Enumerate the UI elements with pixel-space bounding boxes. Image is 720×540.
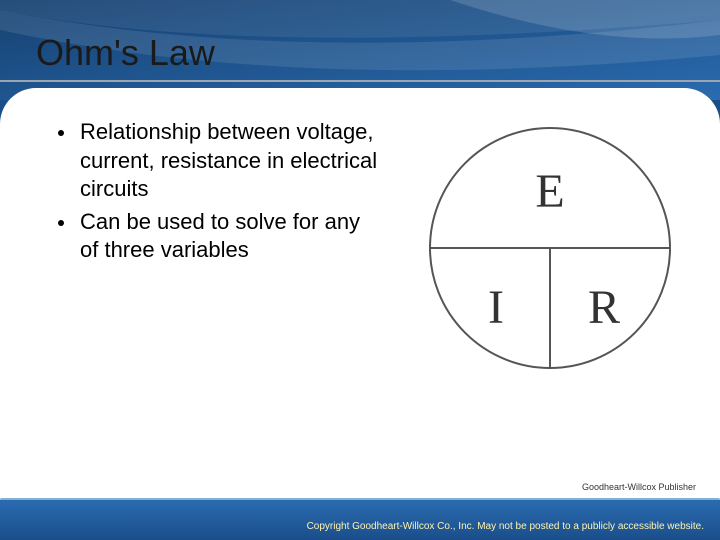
diagram-label-i: I bbox=[488, 281, 504, 334]
bullet-item: Can be used to solve for any of three va… bbox=[58, 208, 378, 265]
bullet-item: Relationship between voltage, current, r… bbox=[58, 118, 378, 204]
copyright-text: Copyright Goodheart-Willcox Co., Inc. Ma… bbox=[307, 521, 704, 532]
slide-title: Ohm's Law bbox=[36, 32, 215, 74]
bullet-dot-icon bbox=[58, 130, 64, 136]
ohms-law-diagram: E I R bbox=[420, 118, 680, 378]
diagram-label-e: E bbox=[535, 165, 564, 218]
slide: Ohm's Law Relationship between voltage, … bbox=[0, 0, 720, 540]
bullet-text: Relationship between voltage, current, r… bbox=[80, 118, 378, 204]
bullet-list: Relationship between voltage, current, r… bbox=[58, 118, 378, 269]
attribution-text: Goodheart-Willcox Publisher bbox=[582, 482, 696, 492]
title-underline bbox=[0, 80, 720, 82]
bullet-dot-icon bbox=[58, 220, 64, 226]
diagram-label-r: R bbox=[588, 281, 620, 334]
footer-bar bbox=[0, 500, 720, 540]
bullet-text: Can be used to solve for any of three va… bbox=[80, 208, 378, 265]
